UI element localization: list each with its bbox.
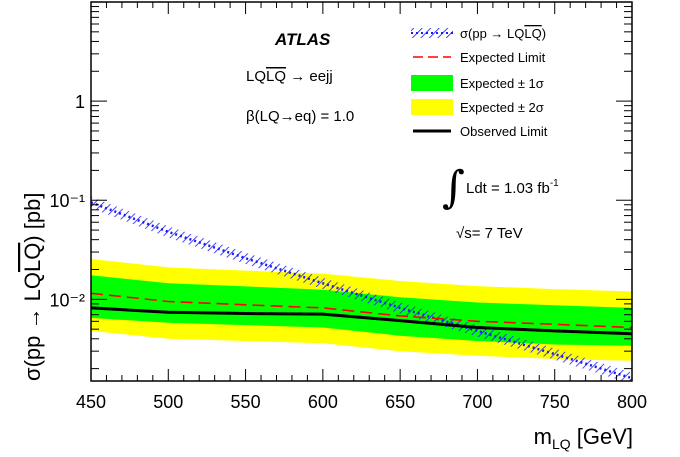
xsec-uncertainty-band bbox=[91, 196, 632, 381]
luminosity-label: Ldt = 1.03 fb-1 bbox=[466, 178, 559, 197]
expected-limit-line bbox=[91, 292, 632, 329]
x-tick-label: 500 bbox=[153, 392, 183, 412]
xsec-line bbox=[91, 201, 632, 380]
legend-item-observed: Observed Limit bbox=[413, 124, 548, 139]
y-tick-label: 10⁻¹ bbox=[49, 191, 85, 211]
legend-item-xsec: σ(pp → LQLQ) bbox=[411, 26, 546, 41]
legend-label-observed: Observed Limit bbox=[460, 124, 548, 139]
plot-frame bbox=[90, 1, 633, 382]
legend-swatch-2sigma bbox=[411, 99, 453, 115]
x-tick-label: 450 bbox=[76, 392, 106, 412]
legend-label-1sigma: Expected ± 1σ bbox=[460, 76, 544, 91]
x-tick-label: 750 bbox=[540, 392, 570, 412]
legend-label-xsec: σ(pp → LQLQ) bbox=[460, 26, 546, 41]
legend-item-expected: Expected Limit bbox=[413, 50, 546, 65]
x-tick-label: 650 bbox=[385, 392, 415, 412]
x-tick-label: 600 bbox=[308, 392, 338, 412]
y-tick-label: 1 bbox=[75, 92, 85, 112]
legend-label-2sigma: Expected ± 2σ bbox=[460, 100, 544, 115]
legend-swatch-1sigma bbox=[411, 75, 453, 91]
legend-item-2sigma: Expected ± 2σ bbox=[411, 99, 544, 115]
process-label: LQLQ → eejj bbox=[246, 68, 333, 85]
x-tick-label: 800 bbox=[617, 392, 647, 412]
legend-label-expected: Expected Limit bbox=[460, 50, 546, 65]
legend-item-1sigma: Expected ± 1σ bbox=[411, 75, 544, 91]
y-tick-label: 10⁻² bbox=[49, 290, 85, 310]
integral-symbol: ∫ bbox=[442, 162, 465, 213]
y-axis-label: σ(pp → LQLQ) [pb] bbox=[20, 193, 45, 381]
beta-label: β(LQ→eq) = 1.0 bbox=[246, 108, 354, 125]
x-axis-label: mLQ [GeV] bbox=[534, 424, 633, 452]
experiment-label: ATLAS bbox=[274, 30, 331, 49]
x-tick-label: 700 bbox=[462, 392, 492, 412]
energy-label: √s= 7 TeV bbox=[456, 225, 523, 242]
observed-limit-line bbox=[91, 306, 632, 336]
x-tick-label: 550 bbox=[231, 392, 261, 412]
legend: σ(pp → LQLQ) Expected Limit Expected ± 1… bbox=[411, 26, 548, 139]
